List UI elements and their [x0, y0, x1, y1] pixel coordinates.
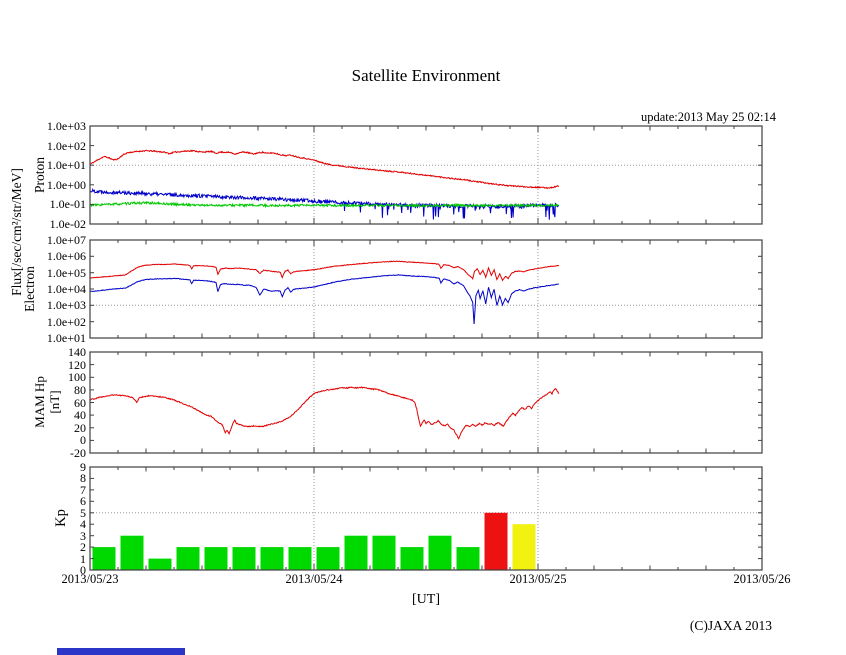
kp-y-tick-label: 2	[80, 540, 86, 555]
electron-y-tick-label: 1.0e+01	[46, 331, 86, 345]
kp-y-tick-label: 8	[80, 471, 86, 486]
electron-red-line	[89, 260, 560, 282]
kp-bar	[232, 547, 256, 570]
kp-bar	[316, 547, 340, 570]
kp-y-tick-label: 0	[80, 563, 86, 577]
copyright-text: (C)JAXA 2013	[689, 618, 772, 633]
mam-red-line	[89, 386, 560, 440]
kp-bar	[344, 535, 368, 570]
x-tick-label: 2013/05/25	[509, 572, 567, 586]
mam-y-tick-label: 0	[80, 433, 86, 448]
kp-bar	[484, 512, 508, 570]
kp-bar	[120, 535, 144, 570]
electron-y-tick-label: 1.0e+07	[46, 233, 86, 247]
kp-y-tick-label: 1	[80, 551, 86, 566]
proton-y-tick-label: 1.0e+00	[46, 177, 86, 192]
x-tick-label: 2013/05/23	[61, 572, 119, 586]
kp-y-tick-label: 4	[80, 517, 86, 532]
electron-blue-line	[89, 274, 559, 325]
kp-bar	[372, 535, 396, 570]
x-tick-label: 2013/05/26	[733, 572, 791, 586]
page-title: Satellite Environment	[351, 66, 501, 85]
proton-red-line	[89, 149, 560, 190]
electron-y-tick-label: 1.0e+02	[46, 314, 86, 329]
electron-y-tick-label: 1.0e+06	[46, 249, 86, 264]
proton-y-tick-label: 1.0e+03	[46, 119, 86, 133]
electron-y-tick-label: 1.0e+03	[46, 298, 86, 313]
kp-bar	[456, 547, 480, 570]
mam-y-tick-label: 140	[68, 345, 86, 359]
kp-y-tick-label: 6	[80, 494, 86, 509]
mam-y-tick-label: 80	[74, 382, 86, 397]
proton-y-tick-label: 1.0e-01	[49, 197, 86, 212]
mam-y-tick-label: -20	[70, 446, 86, 460]
x-axis-label: [UT]	[412, 592, 440, 607]
proton-y-tick-label: 1.0e-02	[49, 217, 86, 231]
proton-green-line	[89, 200, 559, 209]
bottom-blue-strip	[57, 648, 185, 655]
mam-y-tick-label: 120	[68, 357, 86, 372]
kp-y-tick-label: 3	[80, 528, 86, 543]
mam-panel-frame	[89, 351, 763, 454]
x-tick-label: 2013/05/24	[285, 572, 343, 586]
electron-y-tick-label: 1.0e+04	[46, 282, 86, 296]
mam-y-tick-label: 40	[74, 408, 86, 423]
kp-bar	[288, 547, 312, 570]
kp-y-tick-label: 7	[80, 482, 86, 497]
update-timestamp: update:2013 May 25 02:14	[640, 110, 776, 124]
kp-bar	[400, 547, 424, 570]
kp-y-tick-label: 9	[80, 460, 86, 474]
mam-y-tick-label: 60	[74, 395, 86, 410]
mam-y-tick-label: 20	[74, 420, 86, 435]
kp-bar	[92, 547, 116, 570]
kp-bar	[428, 535, 452, 570]
kp-bar	[512, 524, 536, 570]
proton-y-tick-label: 1.0e+02	[46, 138, 86, 153]
kp-y-tick-label: 5	[80, 505, 86, 520]
kp-bar	[204, 547, 228, 570]
kp-bar	[148, 558, 172, 570]
kp-bar	[176, 547, 200, 570]
mam-y-tick-label: 100	[68, 370, 86, 385]
proton-y-tick-label: 1.0e+01	[46, 158, 86, 173]
electron-panel-frame	[89, 239, 763, 339]
kp-bar	[260, 547, 284, 570]
electron-y-tick-label: 1.0e+05	[46, 265, 86, 280]
